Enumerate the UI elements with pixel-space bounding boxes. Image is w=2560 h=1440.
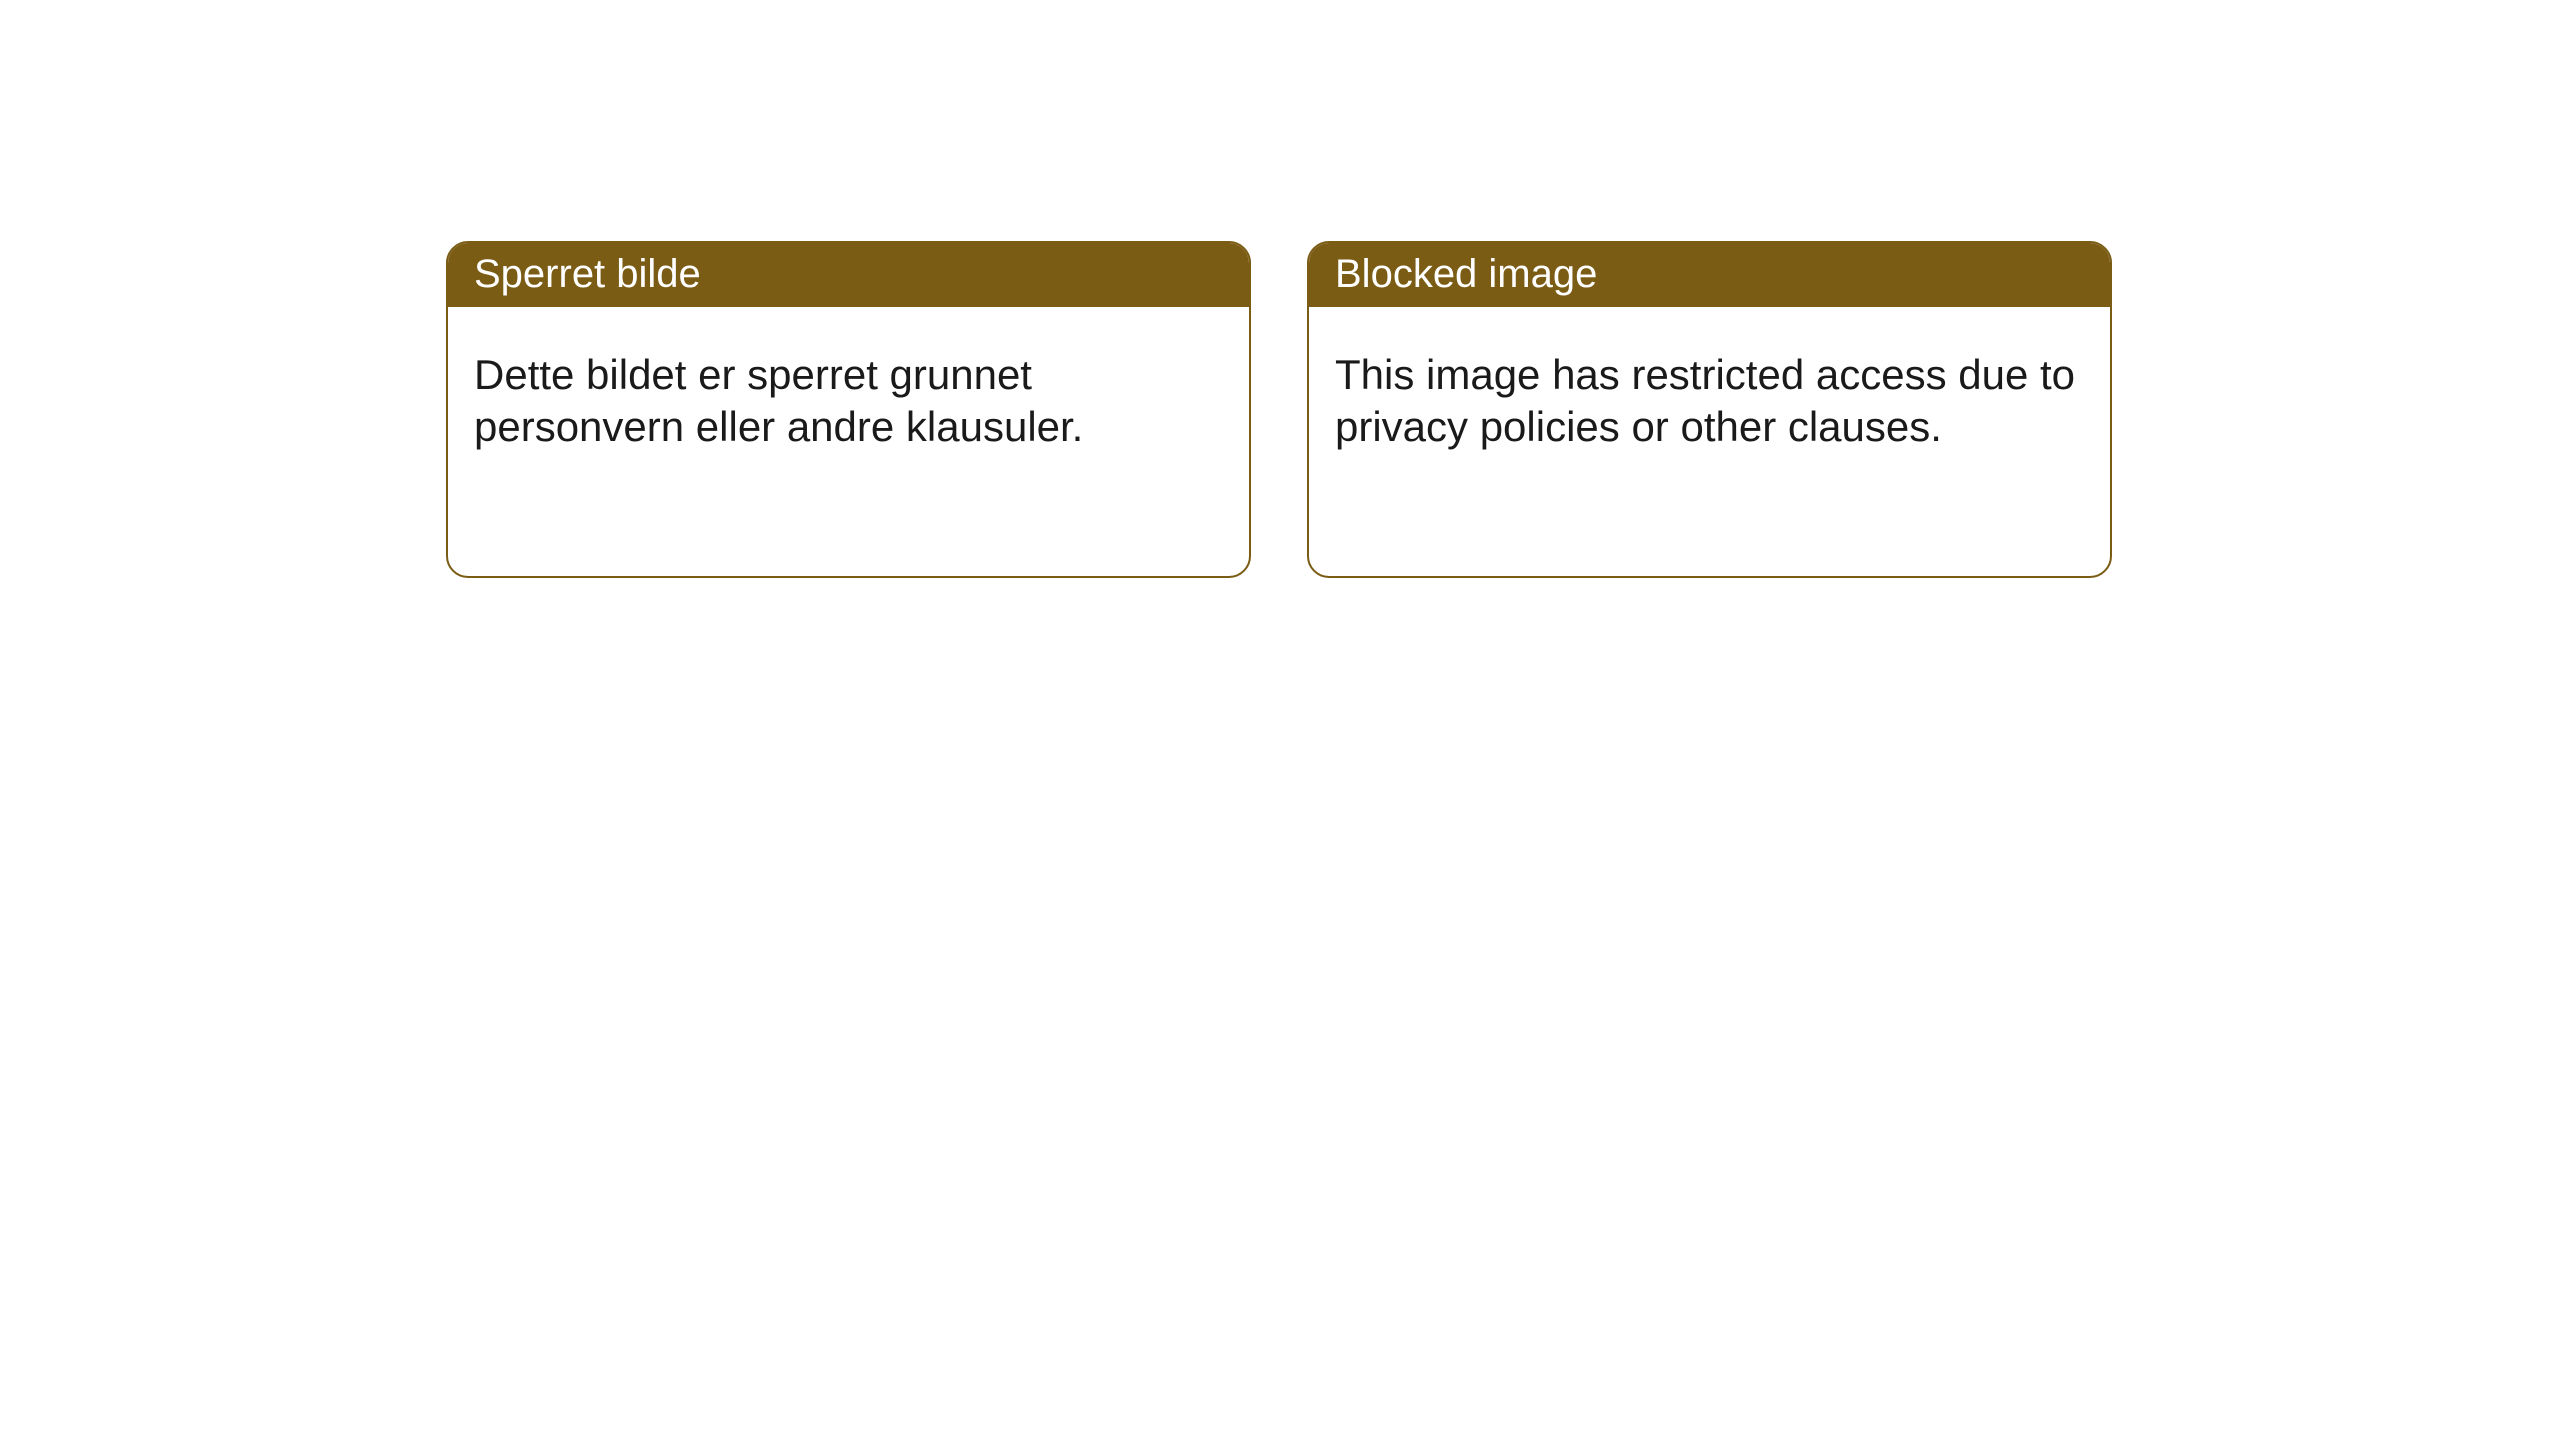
notice-container: Sperret bilde Dette bildet er sperret gr… bbox=[0, 0, 2560, 578]
blocked-image-card-no: Sperret bilde Dette bildet er sperret gr… bbox=[446, 241, 1251, 578]
card-header-en: Blocked image bbox=[1309, 243, 2110, 307]
card-body-no: Dette bildet er sperret grunnet personve… bbox=[448, 307, 1249, 479]
blocked-image-card-en: Blocked image This image has restricted … bbox=[1307, 241, 2112, 578]
card-body-en: This image has restricted access due to … bbox=[1309, 307, 2110, 479]
card-header-no: Sperret bilde bbox=[448, 243, 1249, 307]
